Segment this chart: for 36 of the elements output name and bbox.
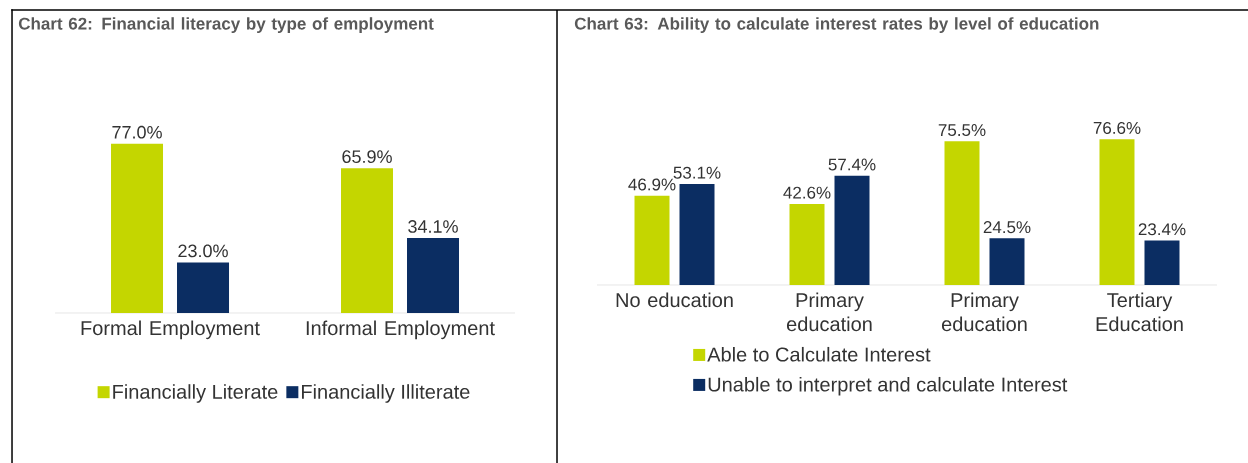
x-tick-label: Tertiary Education	[1096, 292, 1183, 332]
bar	[789, 203, 825, 285]
bar	[989, 238, 1025, 285]
data-label: 65.9%	[342, 150, 392, 164]
data-label: 77.0%	[112, 125, 162, 139]
bar	[407, 238, 460, 313]
data-label: 46.9%	[628, 178, 676, 191]
legend-label: Unable to interpret and calculate Interest	[708, 376, 1068, 396]
bar	[634, 195, 670, 285]
bar	[177, 262, 230, 313]
data-label: 76.6%	[1093, 121, 1141, 134]
data-label: 42.6%	[783, 186, 831, 199]
bar	[1099, 139, 1135, 285]
data-label: 34.1%	[408, 220, 458, 233]
x-tick-label: Primary education	[786, 292, 872, 332]
data-label: 57.4%	[828, 158, 876, 171]
x-tick-label: Primary education	[941, 292, 1027, 332]
data-label: 24.5%	[983, 221, 1031, 234]
bar	[341, 168, 394, 313]
data-label: 75.5%	[938, 124, 986, 137]
chart-title: Chart 63: Ability to calculate interest rates by level of education	[574, 17, 1099, 34]
bar	[1144, 240, 1180, 285]
bar	[679, 183, 715, 285]
data-label: 23.4%	[1138, 223, 1186, 236]
x-tick-label: No education	[616, 292, 733, 308]
bar	[111, 143, 164, 313]
x-tick-label: Formal Employment	[81, 320, 260, 340]
legend-label: Financially Illiterate	[302, 384, 470, 403]
chart-title: Chart 62: Financial literacy by type of employment	[18, 17, 434, 34]
legend-label: Able to Calculate Interest	[707, 346, 931, 362]
bar	[834, 175, 870, 285]
data-label: 53.1%	[673, 166, 721, 179]
legend-label: Financially Literate	[113, 384, 278, 403]
data-label: 23.0%	[178, 244, 228, 258]
x-tick-label: Informal Employment	[306, 320, 495, 340]
bar	[944, 141, 980, 285]
